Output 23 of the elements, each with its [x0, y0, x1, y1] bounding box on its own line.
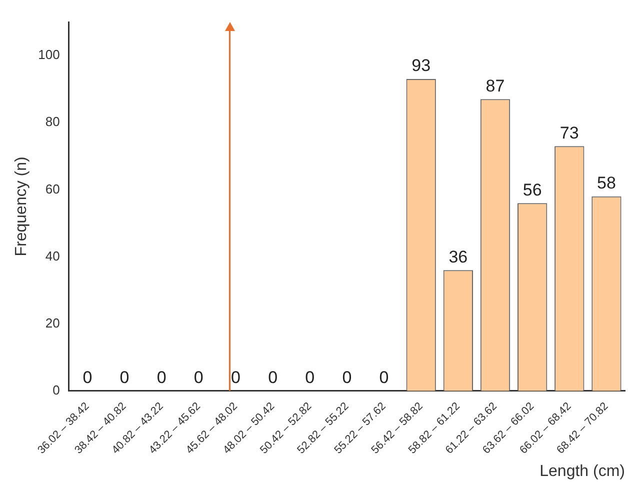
- data-label: 87: [486, 76, 505, 96]
- data-label: 73: [560, 123, 579, 142]
- y-tick-label: 20: [45, 315, 60, 330]
- data-label: 0: [305, 368, 315, 388]
- data-label: 0: [379, 368, 389, 388]
- data-label: 0: [194, 368, 204, 388]
- data-label: 0: [268, 368, 278, 388]
- data-label: 58: [597, 174, 616, 193]
- y-tick-label: 0: [52, 382, 60, 398]
- data-label: 56: [522, 180, 542, 200]
- y-tick-label: 40: [45, 248, 60, 264]
- data-label: 36: [448, 247, 468, 266]
- y-tick-label: 60: [45, 181, 60, 196]
- data-label: 0: [120, 368, 130, 388]
- y-tick-label: 100: [38, 47, 60, 62]
- data-label: 0: [156, 368, 166, 388]
- data-label: 0: [230, 368, 240, 388]
- y-tick-label: 80: [45, 114, 60, 130]
- y-axis-title: Frequency (n): [13, 156, 30, 256]
- data-label: 0: [342, 368, 352, 388]
- x-axis-title: Length (cm): [540, 462, 625, 480]
- data-label: 0: [82, 368, 92, 388]
- data-label: 93: [412, 56, 431, 76]
